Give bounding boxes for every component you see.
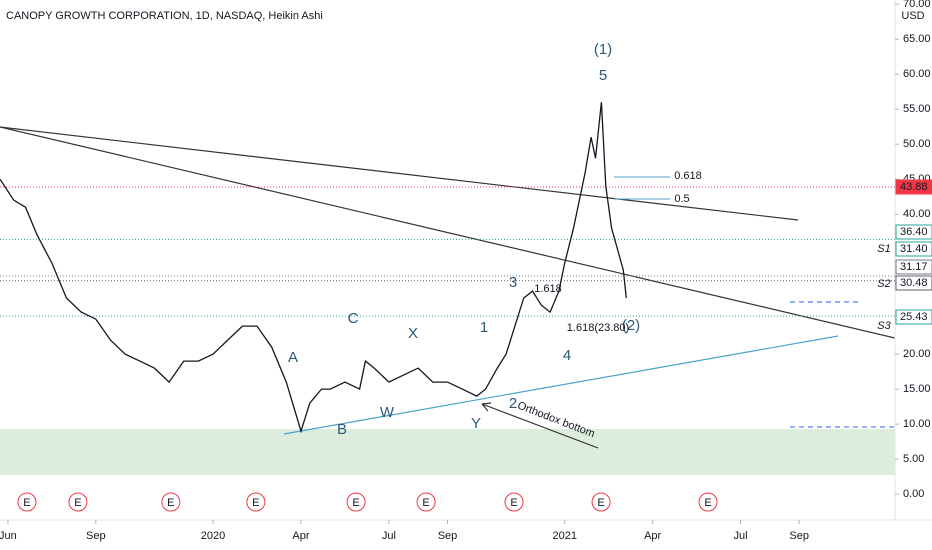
annotation: 0.618: [674, 170, 702, 182]
earnings-marker: [416, 492, 436, 512]
pivot-label: S1: [877, 243, 890, 255]
annotation: B: [337, 421, 347, 438]
earnings-marker: [17, 492, 37, 512]
earnings-label: E: [252, 497, 259, 509]
arrow-head: [481, 402, 492, 412]
annotation: 1.618(23.80): [567, 322, 629, 334]
pivot-label: S2: [877, 278, 890, 290]
earnings-marker: [246, 492, 266, 512]
y-tick-label: 20.00: [903, 348, 931, 360]
y-tick-label: 0.00: [903, 488, 924, 500]
earnings-marker: [698, 492, 718, 512]
chart-title: CANOPY GROWTH CORPORATION, 1D, NASDAQ, H…: [6, 10, 323, 22]
x-tick-label: Apr: [644, 530, 661, 542]
earnings-marker: [346, 492, 366, 512]
annotation: 3: [509, 274, 517, 291]
annotation: A: [288, 349, 298, 366]
trendline: [0, 126, 799, 221]
earnings-label: E: [352, 497, 359, 509]
y-tick-label: 15.00: [903, 383, 931, 395]
earnings-marker: [591, 492, 611, 512]
price-box-label: 25.43: [900, 311, 928, 323]
annotation: 0.5: [674, 193, 689, 205]
annotation: (2): [622, 317, 640, 334]
price-line: [0, 102, 627, 434]
annotation: Y: [471, 415, 481, 432]
x-tick-label: Sep: [438, 530, 458, 542]
earnings-marker: [504, 492, 524, 512]
earnings-label: E: [23, 497, 30, 509]
earnings-label: E: [704, 497, 711, 509]
price-box-label: 43.88: [900, 181, 928, 193]
price-box-label: 30.48: [900, 277, 928, 289]
earnings-label: E: [510, 497, 517, 509]
annotation: 1: [480, 319, 488, 336]
y-tick-label: 60.00: [903, 68, 931, 80]
price-box-label: 31.17: [900, 261, 928, 273]
price-box: [895, 259, 932, 275]
trendline: [283, 335, 839, 435]
support-zone: [0, 429, 895, 475]
y-tick-label: 50.00: [903, 138, 931, 150]
trendline: [0, 126, 896, 339]
annotation: 2: [509, 395, 517, 412]
annotation: 1.618: [534, 283, 562, 295]
y-tick-label: 5.00: [903, 453, 924, 465]
earnings-marker: [161, 492, 181, 512]
y-tick-label: 70.00: [903, 0, 931, 10]
x-tick-label: Jun: [0, 530, 17, 542]
price-box: [895, 241, 932, 257]
price-box: [895, 224, 932, 240]
x-tick-label: Sep: [789, 530, 809, 542]
y-tick-label: 40.00: [903, 208, 931, 220]
x-tick-label: Apr: [292, 530, 309, 542]
earnings-label: E: [422, 497, 429, 509]
x-tick-label: Jul: [382, 530, 396, 542]
annotation: 5: [599, 67, 607, 84]
currency: USD: [901, 10, 924, 22]
price-box: [895, 275, 932, 291]
earnings-label: E: [74, 497, 81, 509]
annotation: X: [408, 325, 418, 342]
price-box: [895, 179, 932, 195]
pivot-label: S3: [877, 320, 891, 332]
annotation: (1): [594, 41, 612, 58]
price-box: [895, 309, 932, 325]
earnings-label: E: [597, 497, 604, 509]
annotation: 4: [563, 347, 571, 364]
pivot-label: 31.40: [900, 243, 928, 255]
y-tick-label: 65.00: [903, 33, 931, 45]
annotation: C: [348, 310, 359, 327]
earnings-marker: [68, 492, 88, 512]
annotation: W: [380, 404, 395, 421]
y-tick-label: 10.00: [903, 418, 931, 430]
x-tick-label: 2021: [552, 530, 576, 542]
x-tick-label: Jul: [734, 530, 748, 542]
x-tick-label: 2020: [201, 530, 225, 542]
earnings-label: E: [167, 497, 174, 509]
x-tick-label: Sep: [86, 530, 106, 542]
arrow: [481, 403, 599, 449]
price-box-label: 36.40: [900, 226, 928, 238]
y-tick-label: 55.00: [903, 103, 931, 115]
